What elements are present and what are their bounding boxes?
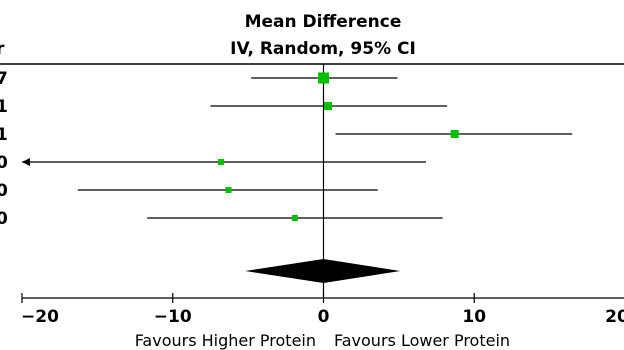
- x-axis: −20 −10 0 10 20: [21, 293, 624, 327]
- study-point: [225, 187, 232, 193]
- chart-subtitle: IV, Random, 95% CI: [230, 39, 416, 59]
- pooled-diamond: [245, 259, 401, 283]
- x-tick-label: −20: [21, 307, 59, 327]
- x-tick-label: 0: [318, 307, 330, 327]
- study-row-label: 0: [0, 209, 8, 229]
- xlabel-right: Favours Lower Protein: [334, 331, 510, 350]
- study-row-label: 1: [0, 97, 8, 117]
- study-row: 0: [0, 153, 427, 173]
- study-point: [324, 102, 333, 110]
- xlabel-left: Favours Higher Protein: [135, 331, 316, 350]
- study-row: 1: [0, 97, 448, 117]
- study-point: [450, 130, 459, 138]
- study-point: [291, 215, 298, 221]
- chart-title: Mean Difference: [245, 12, 402, 32]
- study-row: 7: [0, 69, 398, 89]
- ci-arrow-left: [22, 158, 30, 166]
- plot-area: 7 1 1 0 0 0: [0, 64, 573, 296]
- study-row: 1: [0, 125, 573, 145]
- study-row: 0: [0, 209, 443, 229]
- study-row: 0: [0, 181, 378, 201]
- left-edge-column-fragment: r: [0, 39, 5, 59]
- study-row-label: 7: [0, 69, 8, 89]
- x-tick-label: −10: [154, 307, 192, 327]
- study-row-label: 0: [0, 181, 8, 201]
- study-point: [318, 72, 329, 84]
- study-point: [217, 159, 224, 165]
- x-tick-label: 20: [605, 307, 624, 327]
- study-row-label: 0: [0, 153, 8, 173]
- study-row-label: 1: [0, 125, 8, 145]
- x-tick-label: 10: [462, 307, 486, 327]
